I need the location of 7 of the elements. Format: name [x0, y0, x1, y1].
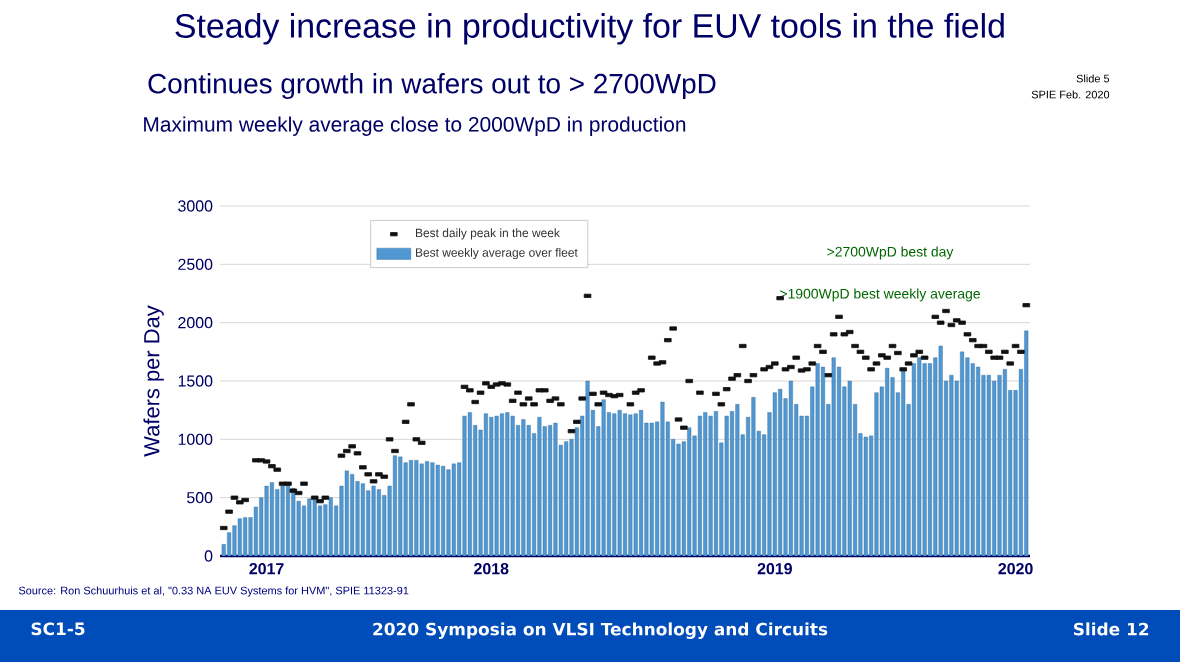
text: Maximum weekly average close to 2000WpD in production [144, 116, 686, 136]
text: Slide 12 [1073, 622, 1149, 636]
text: SC1-5 [31, 622, 85, 636]
text: 2020 Symposia on VLSI Technology and Circuits [373, 622, 828, 639]
y-axis-title: Wafers per Day [143, 305, 164, 457]
chart-title: Steady increase in productivity for EUV tools in the field [175, 13, 1004, 45]
chart-subtitle: Continues growth in wafers out to > 2700WpD [148, 73, 716, 100]
